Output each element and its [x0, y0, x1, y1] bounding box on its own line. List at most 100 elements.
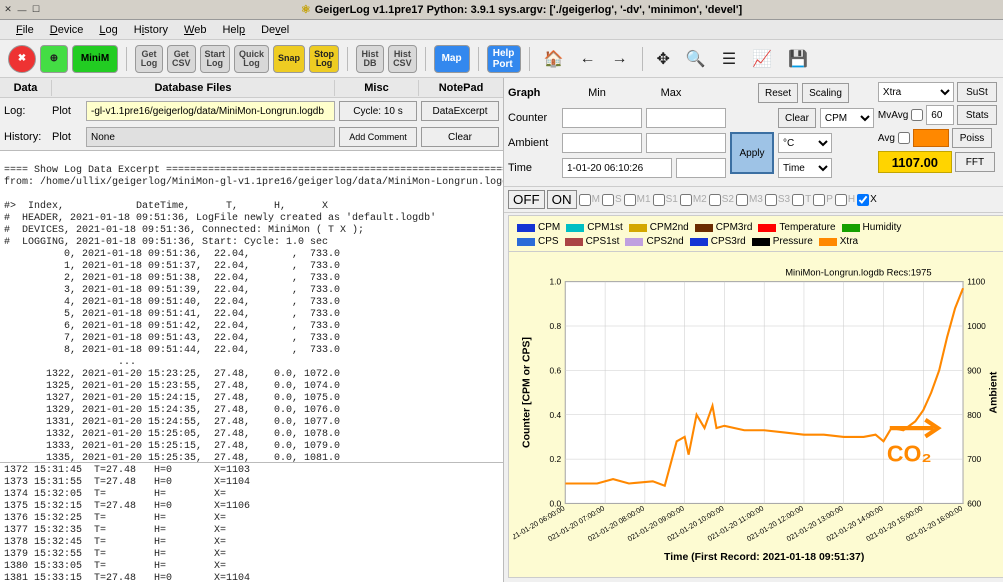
helpport-button[interactable]: Help Port	[487, 45, 521, 73]
quicklog-button[interactable]: Quick Log	[234, 45, 269, 73]
svg-text:600: 600	[967, 499, 981, 509]
svg-text:900: 900	[967, 365, 981, 375]
getlog-button[interactable]: Get Log	[135, 45, 163, 73]
cpm-select[interactable]: CPM	[820, 108, 874, 128]
startlog-button[interactable]: Start Log	[200, 45, 231, 73]
menu-log[interactable]: Log	[91, 22, 125, 38]
chart-area: MiniMon-Longrun.logdb Recs:19750.00.20.4…	[508, 252, 1003, 578]
check-x[interactable]: X	[857, 194, 877, 206]
history-plot[interactable]: Plot	[52, 131, 82, 143]
check-m1[interactable]: M1	[624, 194, 651, 206]
cycle-button[interactable]: Cycle: 10 s	[339, 101, 417, 121]
close-icon[interactable]: ✕	[2, 4, 14, 16]
counter-label: Counter	[508, 112, 558, 124]
mvavg-check[interactable]	[911, 109, 923, 121]
on-button[interactable]: ON	[547, 190, 577, 209]
chart-icon[interactable]: 📈	[746, 49, 778, 69]
menu-web[interactable]: Web	[176, 22, 214, 38]
dataexcerpt-button[interactable]: DataExcerpt	[421, 101, 499, 121]
counter-min-input[interactable]	[562, 108, 642, 128]
move-icon[interactable]: ✥	[651, 49, 676, 69]
svg-text:0.6: 0.6	[550, 365, 562, 375]
power-button[interactable]: ✖	[8, 45, 36, 73]
history-input[interactable]	[86, 127, 335, 147]
check-s1[interactable]: S1	[653, 194, 678, 206]
min-hdr: Min	[562, 87, 632, 99]
hdr-data: Data	[0, 80, 52, 96]
check-s[interactable]: S	[602, 194, 622, 206]
legend-cps3rd: CPS3rd	[690, 236, 746, 247]
svg-text:1100: 1100	[967, 277, 985, 287]
mvavg-input[interactable]	[926, 105, 954, 125]
scaling-button[interactable]: Scaling	[802, 83, 849, 103]
time-select[interactable]: Time	[778, 158, 832, 178]
svg-text:1.0: 1.0	[550, 277, 562, 287]
stats-button[interactable]: Stats	[957, 105, 997, 125]
counter-max-input[interactable]	[646, 108, 726, 128]
time-max-input[interactable]	[676, 158, 726, 178]
off-button[interactable]: OFF	[508, 190, 545, 209]
reset-button[interactable]: Reset	[758, 83, 798, 103]
getcsv-button[interactable]: Get CSV	[167, 45, 196, 73]
zoom-icon[interactable]: 🔍	[680, 49, 712, 69]
menu-devel[interactable]: Devel	[253, 22, 297, 38]
histdb-button[interactable]: Hist DB	[356, 45, 384, 73]
check-t[interactable]: T	[792, 194, 811, 206]
sliders-icon[interactable]: ☰	[716, 49, 742, 69]
check-s3[interactable]: S3	[765, 194, 790, 206]
ambient-max-input[interactable]	[646, 133, 726, 153]
fft-button[interactable]: FFT	[955, 152, 995, 172]
menu-file[interactable]: File	[8, 22, 42, 38]
minimize-icon[interactable]: —	[16, 4, 28, 16]
home-icon[interactable]: 🏠	[538, 49, 570, 69]
legend-cps: CPS	[517, 236, 559, 247]
mvavg-label: MvAvg	[878, 110, 908, 121]
time-min-input[interactable]	[562, 158, 672, 178]
back-icon[interactable]: ←	[574, 50, 602, 68]
poiss-button[interactable]: Poiss	[952, 128, 992, 148]
menu-help[interactable]: Help	[214, 22, 253, 38]
check-m2[interactable]: M2	[680, 194, 707, 206]
right-pane: Graph Min Max Reset Scaling Counter Clea…	[504, 78, 1003, 582]
log-textarea-upper[interactable]: ==== Show Log Data Excerpt =============…	[0, 150, 503, 462]
log-plot[interactable]: Plot	[52, 105, 82, 117]
save-icon[interactable]: 💾	[782, 49, 814, 69]
play-button[interactable]: ⊕	[40, 45, 68, 73]
svg-text:800: 800	[967, 410, 981, 420]
log-label: Log:	[4, 105, 48, 117]
check-s2[interactable]: S2	[709, 194, 734, 206]
clear-button[interactable]: Clear	[421, 127, 499, 147]
check-h[interactable]: H	[835, 194, 855, 206]
forward-icon[interactable]: →	[606, 50, 634, 68]
legend-temperature: Temperature	[758, 222, 835, 233]
log-textarea-lower[interactable]: 1372 15:31:45 T=27.48 H=0 X=1103 1373 15…	[0, 462, 503, 582]
menu-device[interactable]: Device	[42, 22, 92, 38]
log-db-input[interactable]	[86, 101, 335, 121]
hdr-misc: Misc	[335, 80, 419, 96]
minim-button[interactable]: MiniM	[72, 45, 118, 73]
sust-button[interactable]: SuSt	[957, 82, 997, 102]
clear-graph-button[interactable]: Clear	[778, 108, 816, 128]
svg-text:Ambient: Ambient	[989, 371, 1000, 413]
map-button[interactable]: Map	[434, 45, 470, 73]
check-p[interactable]: P	[813, 194, 833, 206]
check-m3[interactable]: M3	[736, 194, 763, 206]
svg-text:0.8: 0.8	[550, 321, 562, 331]
ambient-min-input[interactable]	[562, 133, 642, 153]
degc-select[interactable]: °C	[778, 133, 832, 153]
addcomment-button[interactable]: Add Comment	[339, 127, 417, 147]
menu-history[interactable]: History	[126, 22, 176, 38]
stoplog-button[interactable]: Stop Log	[309, 45, 339, 73]
snap-button[interactable]: Snap	[273, 45, 305, 73]
apply-button[interactable]: Apply	[730, 132, 774, 174]
chart-legend: CPMCPM1stCPM2ndCPM3rdTemperatureHumidity…	[508, 215, 1003, 252]
check-m[interactable]: M	[579, 194, 600, 206]
maximize-icon[interactable]: ☐	[30, 4, 42, 16]
svg-text:0.2: 0.2	[550, 454, 562, 464]
legend-cpm1st: CPM1st	[566, 222, 623, 233]
xtra-select[interactable]: Xtra	[878, 82, 954, 102]
avg-check[interactable]	[898, 132, 910, 144]
svg-text:700: 700	[967, 454, 981, 464]
histcsv-button[interactable]: Hist CSV	[388, 45, 417, 73]
main: Data Database Files Misc NotePad Log: Pl…	[0, 78, 1003, 582]
